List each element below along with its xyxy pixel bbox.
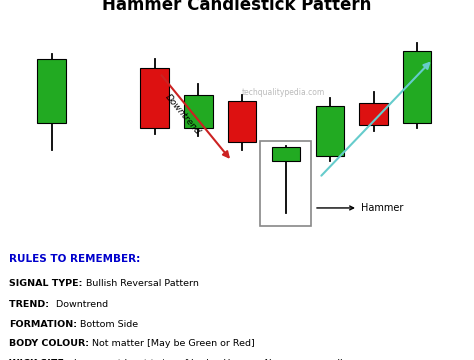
- Text: WICK SIZE :: WICK SIZE :: [9, 359, 72, 360]
- Text: BODY COLOUR:: BODY COLOUR:: [9, 339, 90, 348]
- Bar: [260, 140, 311, 226]
- Text: Downtrend: Downtrend: [164, 93, 202, 136]
- Text: SIGNAL TYPE:: SIGNAL TYPE:: [9, 279, 83, 288]
- Bar: [228, 100, 256, 142]
- Bar: [316, 106, 344, 156]
- Text: Hammer: Hammer: [317, 203, 403, 213]
- Bar: [184, 95, 212, 128]
- Bar: [359, 103, 388, 125]
- Bar: [37, 59, 66, 123]
- Bar: [403, 51, 431, 123]
- Text: RULES TO REMEMBER:: RULES TO REMEMBER:: [9, 254, 141, 264]
- Text: Bullish Reversal Pattern: Bullish Reversal Pattern: [83, 279, 199, 288]
- Text: Downtrend: Downtrend: [53, 300, 108, 309]
- Text: TREND:: TREND:: [9, 300, 53, 309]
- Text: Bottom Side: Bottom Side: [77, 320, 138, 329]
- Bar: [272, 147, 300, 161]
- Text: Not matter [May be Green or Red]: Not matter [May be Green or Red]: [90, 339, 255, 348]
- Text: techqualitypedia.com: techqualitypedia.com: [242, 88, 325, 97]
- Text: Lower - at least twice of body , Upper -  No or very small.: Lower - at least twice of body , Upper -…: [72, 359, 346, 360]
- Title: Hammer Candlestick Pattern: Hammer Candlestick Pattern: [102, 0, 372, 14]
- Text: FORMATION:: FORMATION:: [9, 320, 77, 329]
- Bar: [140, 68, 169, 128]
